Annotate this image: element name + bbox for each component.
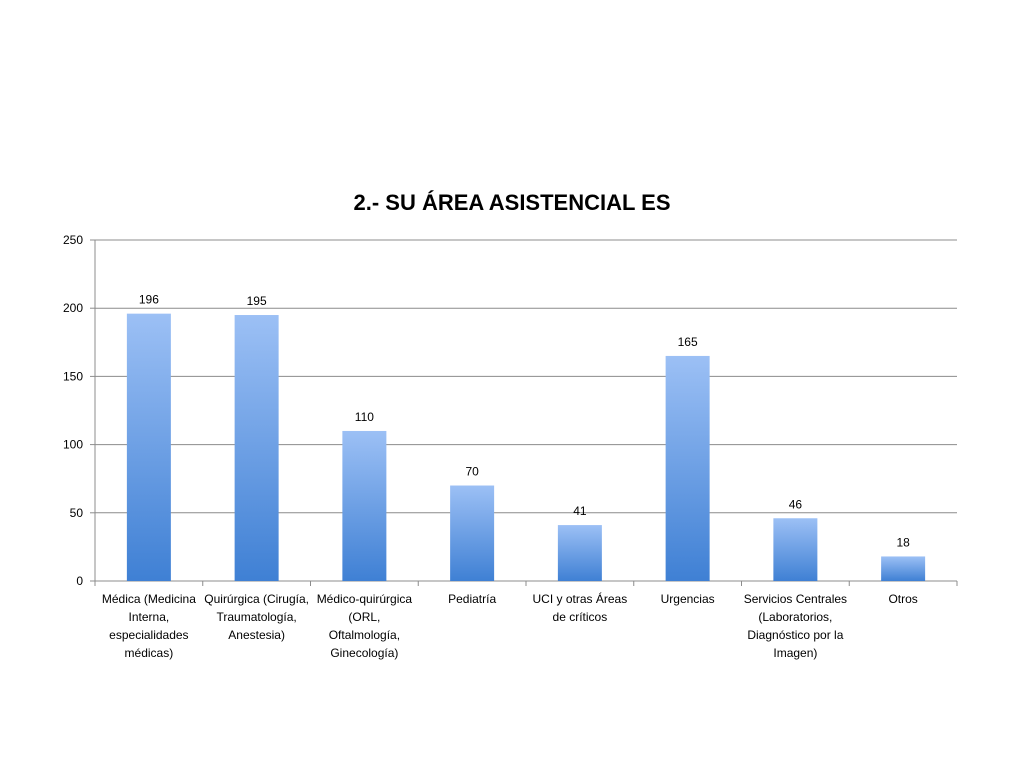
x-tick-label: Médico-quirúrgica (ORL, Oftalmología, Gi…	[316, 592, 413, 660]
y-tick-label: 100	[63, 438, 83, 452]
y-tick-label: 200	[63, 301, 83, 315]
bar	[557, 525, 602, 581]
data-label: 196	[139, 293, 159, 307]
y-tick-label: 250	[63, 233, 83, 247]
gridlines	[95, 239, 957, 582]
bar	[126, 313, 171, 581]
data-label: 70	[465, 465, 479, 479]
bar	[665, 355, 710, 581]
bar	[342, 430, 387, 581]
data-label: 110	[355, 410, 374, 424]
y-tick-label: 50	[70, 506, 84, 520]
x-tick-label: Pediatría	[448, 592, 497, 606]
x-tick-label: Médica (Medicina Interna, especialidades…	[101, 592, 196, 660]
bar	[234, 315, 279, 581]
bar	[881, 556, 926, 581]
y-tick-label: 150	[63, 369, 83, 383]
data-label: 18	[896, 535, 910, 549]
x-tick-label: Quirúrgica (Cirugía, Traumatología, Anes…	[204, 592, 309, 642]
y-tick-label: 0	[76, 574, 83, 588]
axes: 0 50 100 150 200 250	[63, 233, 958, 588]
data-label: 46	[789, 497, 803, 511]
bar	[450, 485, 495, 581]
x-tick-label: Otros	[888, 592, 918, 606]
data-label: 195	[247, 294, 267, 308]
data-label: 41	[573, 504, 587, 518]
x-tick-label: Servicios Centrales (Laboratorios, Diagn…	[743, 592, 848, 660]
bars	[126, 313, 926, 581]
bar	[773, 518, 818, 581]
chart-title: 2.- SU ÁREA ASISTENCIAL ES	[353, 190, 671, 215]
data-labels: 196 195 110 70 41 165 46 18	[139, 293, 910, 550]
x-tick-label: Urgencias	[660, 592, 715, 606]
x-tick-label: UCI y otras Áreas de críticos	[532, 592, 628, 624]
data-label: 165	[678, 335, 698, 349]
